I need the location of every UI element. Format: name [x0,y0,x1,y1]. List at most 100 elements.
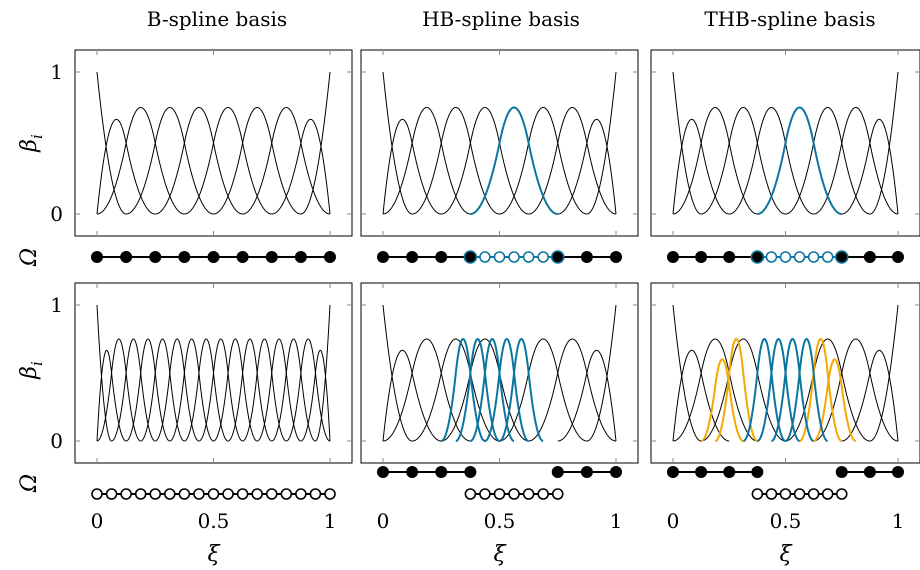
basis-curve-black [383,305,412,441]
ylabel-beta-row-1: βi [17,361,46,380]
basis-curve-black [870,72,898,214]
mesh-knot-filled [723,466,735,478]
mesh-knot-open [179,489,189,499]
mesh-knot-open [238,489,248,499]
basis-curve-black [383,350,441,441]
mesh-knot-filled [464,251,476,263]
xtick-label-0-5: 0.5 [484,509,516,533]
mesh-knot-open [223,489,233,499]
ylabel-beta-row-0: βi [17,134,46,153]
basis-curve-black [842,350,898,441]
mesh-knot-open [524,252,534,262]
basis-curve-black [97,350,126,441]
mesh-knot-open [809,252,819,262]
basis-curve-blue [470,108,557,215]
xtick-label-0-5: 0.5 [198,509,230,533]
basis-curve-black [301,72,330,214]
mesh-label-row-0: Ω [17,248,42,267]
basis-curve-black [214,108,301,215]
mesh-knot-open [136,489,146,499]
mesh-knot-open [296,489,306,499]
mesh-knot-filled [435,251,447,263]
basis-curve-black [529,108,616,215]
panel-r1-c0: 010 0.5 1ξ [50,283,352,567]
xlabel-xi: ξ [493,542,507,567]
basis-curve-black [383,119,441,214]
mesh-knot-open [267,489,277,499]
mesh-knot-filled [266,251,278,263]
mesh-knot-open [766,252,776,262]
basis-curve-black [587,305,616,441]
mesh-knot-open [766,489,776,499]
mesh-knot-filled [581,466,593,478]
ytick-label-1: 1 [50,293,63,317]
mesh-knot-open [553,489,563,499]
mesh-knot-filled [295,251,307,263]
mesh-knot-open [480,252,490,262]
xlabel-xi: ξ [207,542,221,567]
basis-curve-blue [757,108,841,215]
mesh-knot-open [781,489,791,499]
xtick-label-0-5: 0.5 [770,509,802,533]
mesh-knot-filled [864,251,876,263]
basis-curve-black [184,108,271,215]
mesh-knot-filled [237,251,249,263]
column-titles: B-spline basis HB-spline basis THB-splin… [147,7,876,31]
mesh-knot-filled [667,251,679,263]
basis-curve-black [673,108,757,215]
basis-curve-black [842,119,898,214]
ylabel-row-0: βi [17,134,46,153]
mesh-knot-filled [836,251,848,263]
mesh-knot-filled [377,251,389,263]
xtick-label-0: 0 [667,509,680,533]
xlabel-xi: ξ [779,542,793,567]
basis-curve-black [272,119,330,214]
mesh-knot-filled [149,251,161,263]
basis-curve-black [558,119,616,214]
mesh-knot-open [795,252,805,262]
mesh-knot-open [209,489,219,499]
basis-curve-black [673,119,729,214]
mesh-knot-open [150,489,160,499]
basis-curve-black [97,72,126,214]
ylabel-row-1: βi [17,361,46,380]
panel-r0-c1 [361,50,638,263]
mesh-knot-open [524,489,534,499]
basis-curve-black [673,305,701,441]
basis-curve-black [126,108,213,215]
mesh-knot-open [194,489,204,499]
mesh-knot-filled [581,251,593,263]
xtick-label-0: 0 [91,509,104,533]
basis-curve-black [97,119,155,214]
basis-curve-black [814,108,898,215]
basis-curve-black [383,108,470,215]
mesh-knot-open [252,489,262,499]
xtick-label-1: 1 [324,509,337,533]
panel-r1-c1: 0 0.5 1 ξ [361,283,638,567]
mesh-knot-open [823,489,833,499]
mesh-knot-filled [178,251,190,263]
column-title-hbspline: HB-spline basis [422,7,580,31]
mesh-knot-filled [751,251,763,263]
basis-curve-black [412,108,499,215]
ytick-label-0: 0 [50,202,63,226]
mesh-knot-open [281,489,291,499]
mesh-knot-open [121,489,131,499]
mesh-knot-open [752,489,762,499]
mesh-knot-filled [406,251,418,263]
mesh-knot-filled [864,466,876,478]
mesh-knot-open [823,252,833,262]
basis-curve-black [529,339,616,441]
column-title-bspline: B-spline basis [147,7,287,31]
mesh-knot-open [92,489,102,499]
basis-curve-black [870,305,898,441]
basis-curve-black [673,72,701,214]
mesh-knot-open [480,489,490,499]
mesh-label-omega-row-1: Ω [17,474,42,493]
basis-curve-black [243,108,330,215]
xtick-label-1: 1 [892,509,905,533]
basis-curve-black [155,108,242,215]
basis-curve-black [97,305,112,441]
mesh-knot-open [325,489,335,499]
